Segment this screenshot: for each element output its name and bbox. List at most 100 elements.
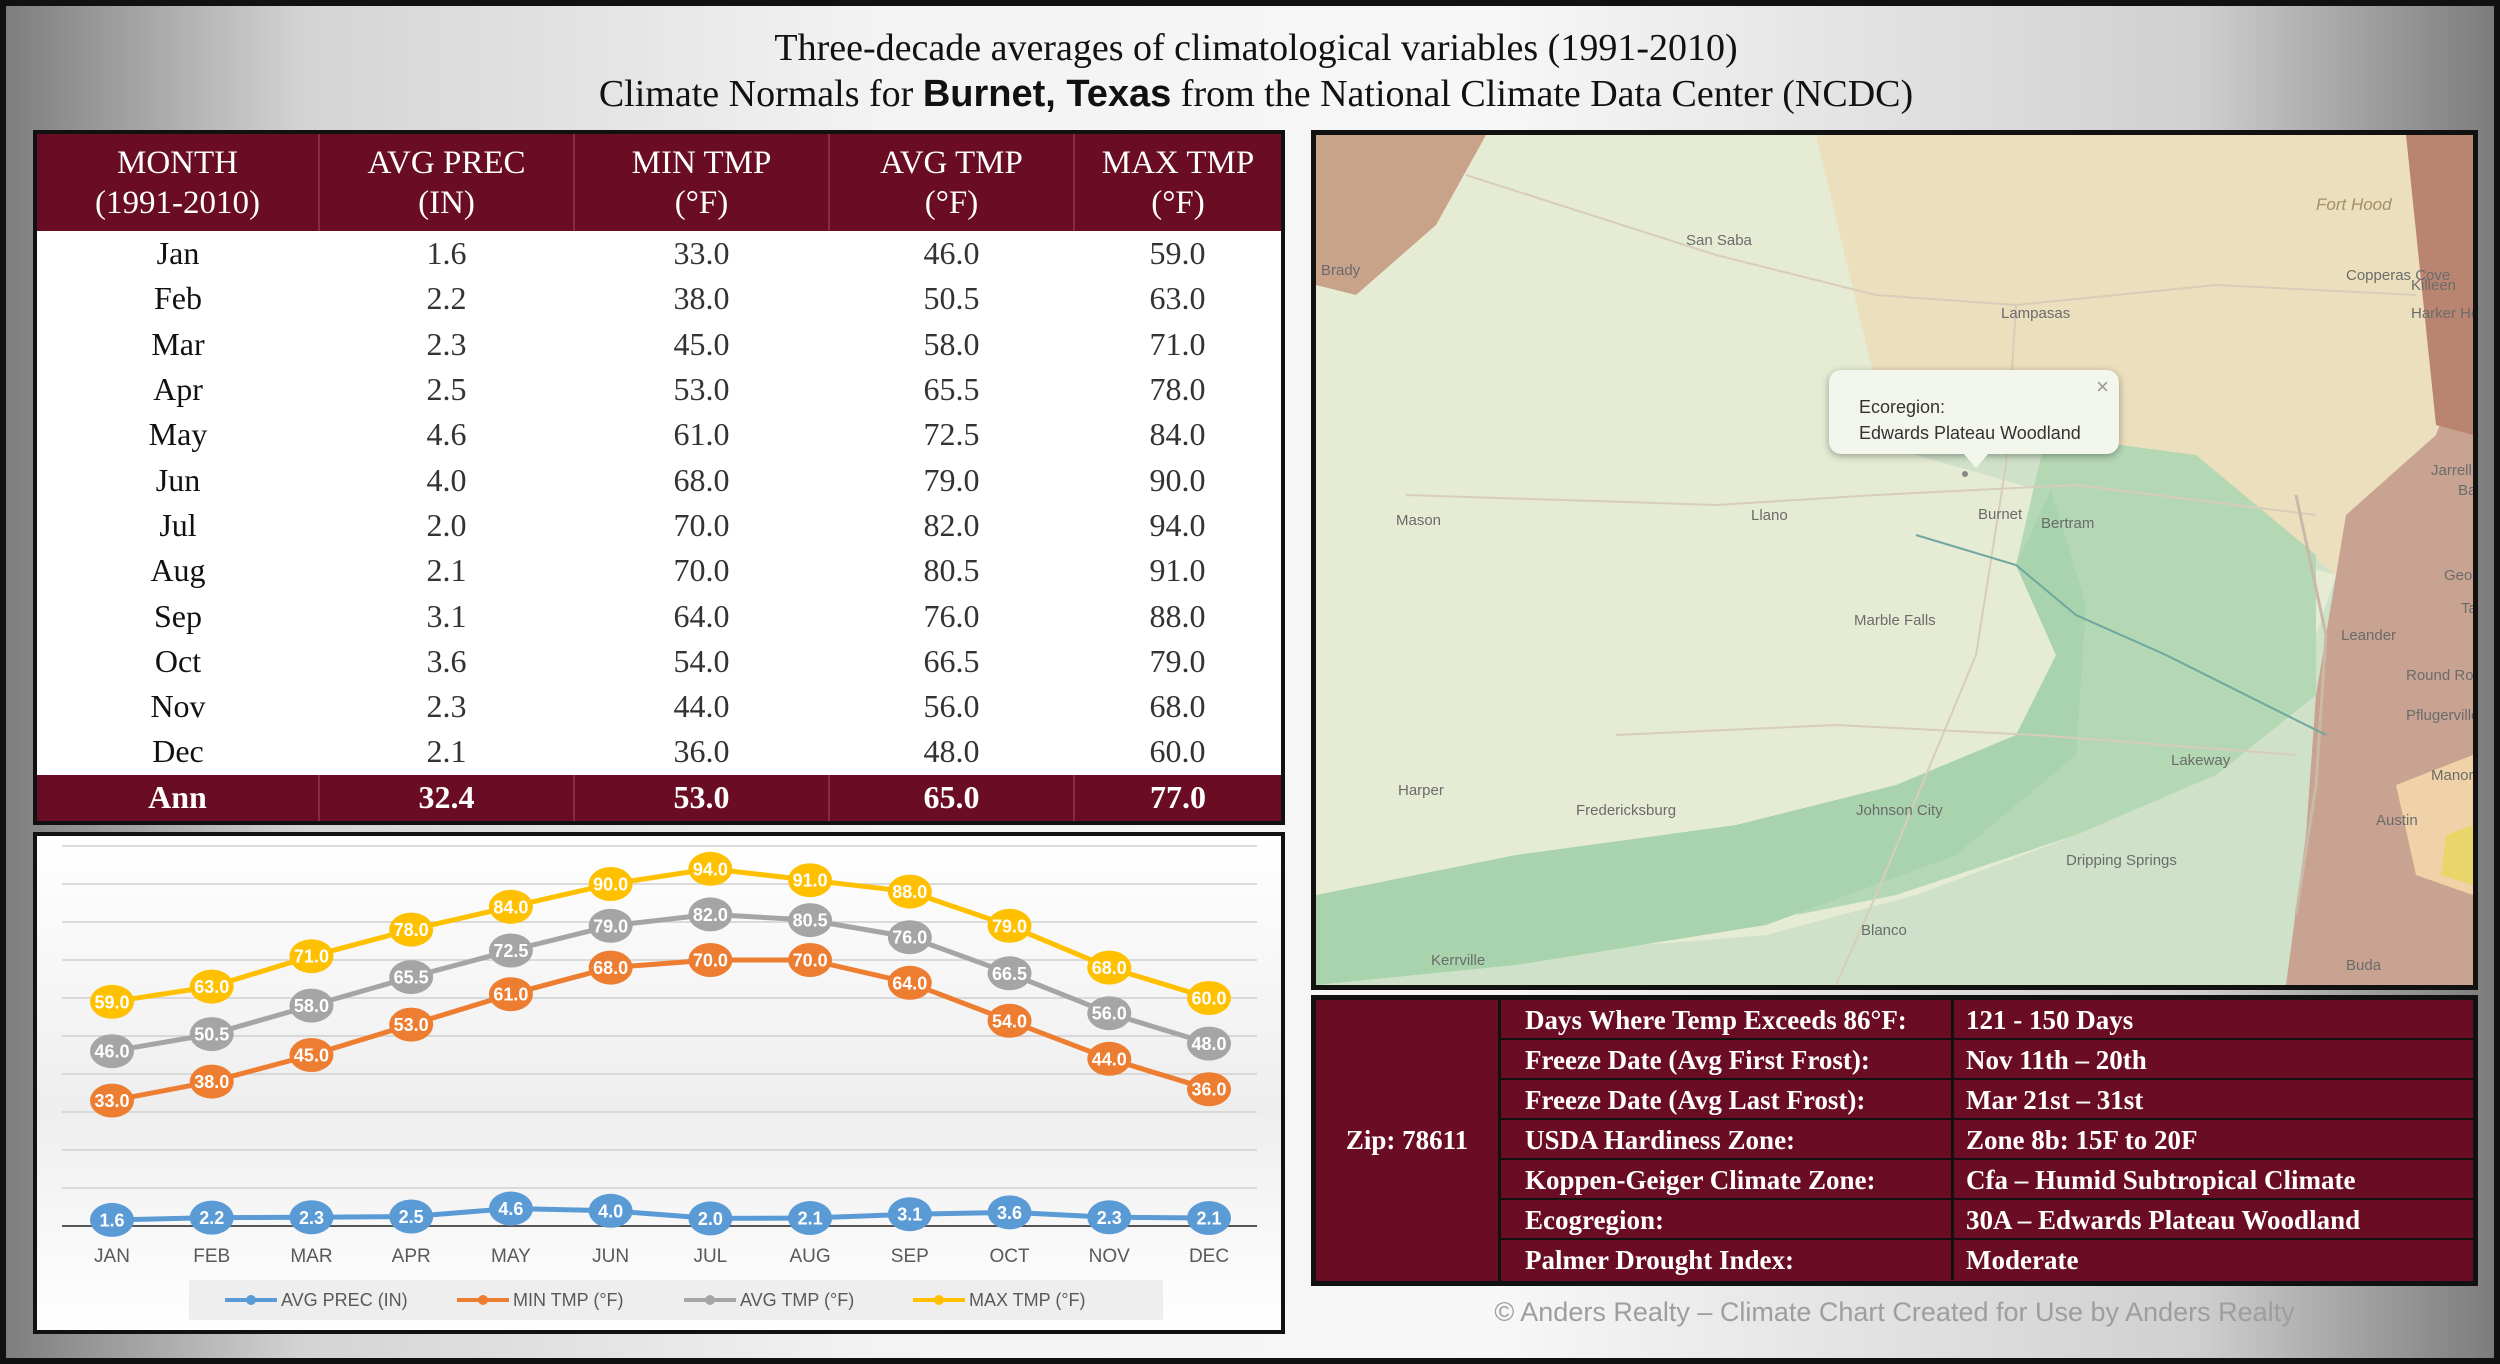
- data-label: 70.0: [693, 951, 728, 971]
- popup-text: Ecoregion: Edwards Plateau Woodland: [1859, 397, 2081, 443]
- ecoregion-map[interactable]: San Saba Fort Hood Brady Copperas Cove Kille…: [1311, 130, 2478, 990]
- data-label: 33.0: [94, 1091, 129, 1111]
- data-point: [887, 920, 932, 955]
- info-divider: [1951, 1240, 1954, 1280]
- info-label: Palmer Drought Index:: [1525, 1245, 1794, 1275]
- x-tick-label: AUG: [789, 1246, 830, 1267]
- data-label: 38.0: [194, 1072, 229, 1092]
- header-avg-tmp: AVG TMP (°F): [828, 134, 1074, 231]
- data-label: 36.0: [1191, 1080, 1226, 1100]
- data-point: [688, 851, 733, 886]
- table-row: May 4.6 61.0 72.5 84.0: [148, 416, 1206, 453]
- data-label: 82.0: [693, 905, 728, 925]
- map-place-label: Lakeway: [2171, 752, 2231, 769]
- info-row: USDA Hardiness Zone: Zone 8b: 15F to 20F: [1501, 1120, 2473, 1160]
- data-point: [289, 1200, 334, 1235]
- map-place-label: Bartlett: [2458, 482, 2473, 499]
- legend-label: AVG TMP (°F): [740, 1290, 854, 1310]
- legend-background: [189, 1280, 1163, 1320]
- data-point: [488, 889, 533, 924]
- data-label: 4.6: [498, 1199, 523, 1219]
- data-point: [688, 1201, 733, 1236]
- data-label: 2.2: [199, 1208, 224, 1228]
- map-place-label: San Saba: [1686, 232, 1753, 249]
- data-label: 79.0: [992, 916, 1027, 936]
- info-divider: [1951, 1200, 1954, 1240]
- info-value: Nov 11th – 20th: [1966, 1045, 2147, 1075]
- data-label: 4.0: [598, 1201, 623, 1221]
- data-label: 76.0: [892, 928, 927, 948]
- map-place-label: Kerrville: [1431, 952, 1485, 969]
- data-point: [987, 908, 1032, 943]
- data-point: [1187, 1026, 1231, 1061]
- info-value: Moderate: [1966, 1245, 2079, 1275]
- data-label: 61.0: [493, 985, 528, 1005]
- info-value: Mar 21st – 31st: [1966, 1085, 2144, 1115]
- info-label: Freeze Date (Avg First Frost):: [1525, 1045, 1870, 1075]
- data-label: 72.5: [493, 941, 528, 961]
- data-label: 80.5: [793, 911, 828, 931]
- data-label: 2.1: [798, 1209, 823, 1229]
- table-row: Nov 2.3 44.0 56.0 68.0: [150, 688, 1206, 725]
- map-region-northeast: [2406, 135, 2473, 435]
- map-place-label: Georgetown: [2444, 567, 2473, 584]
- info-label: Ecogregion:: [1525, 1205, 1664, 1235]
- legend-label: MIN TMP (°F): [513, 1290, 624, 1310]
- ecoregion-popup: Ecoregion: Edwards Plateau Woodland ×: [1829, 370, 2119, 468]
- data-label: 88.0: [892, 882, 927, 902]
- legend-marker: [934, 1295, 944, 1305]
- info-value: 30A – Edwards Plateau Woodland: [1966, 1205, 2361, 1235]
- header-avg-prec: AVG PREC (IN): [318, 134, 574, 231]
- map-place-label: Round Rock: [2406, 667, 2473, 684]
- x-tick-label: MAR: [290, 1246, 332, 1267]
- table-row: Jun 4.0 68.0 79.0 90.0: [155, 461, 1206, 498]
- info-label: Freeze Date (Avg Last Frost):: [1525, 1085, 1866, 1115]
- info-row: Ecogregion: 30A – Edwards Plateau Woodlan…: [1501, 1200, 2473, 1240]
- map-place-label: Bertram: [2041, 515, 2094, 532]
- info-divider: [1951, 1000, 1954, 1040]
- data-label: 71.0: [294, 947, 329, 967]
- info-row: Palmer Drought Index: Moderate: [1501, 1240, 2473, 1280]
- map-svg: San Saba Fort Hood Brady Copperas CoveKille…: [1316, 135, 2473, 985]
- data-point: [1187, 981, 1231, 1015]
- data-label: 78.0: [394, 920, 429, 940]
- climate-line-chart: JAN FEB MAR APR MAY JUN JUL AUG SEP OCT NOV DEC 59.0…: [33, 832, 1285, 1334]
- x-tick-label: NOV: [1089, 1246, 1131, 1267]
- data-point: [987, 956, 1032, 991]
- map-place-label: Buda: [2346, 957, 2382, 974]
- map-road: [1465, 174, 2417, 307]
- table-row: Sep 3.1 64.0 76.0 88.0: [154, 597, 1206, 634]
- data-point: [389, 1199, 434, 1234]
- data-label: 91.0: [793, 871, 828, 891]
- data-point: [588, 950, 633, 985]
- data-label: 94.0: [693, 859, 728, 879]
- map-place-label: Burnet: [1978, 506, 2023, 523]
- map-place-label: Jarrell: [2431, 462, 2472, 479]
- popup-close-icon[interactable]: ×: [2096, 374, 2109, 399]
- climate-normals-table: MONTH (1991-2010) AVG PREC (IN) MIN TMP (°F…: [33, 130, 1285, 825]
- data-label: 46.0: [94, 1042, 129, 1062]
- info-row: Freeze Date (Avg First Frost): Nov 11th –…: [1501, 1040, 2473, 1080]
- info-divider: [1951, 1160, 1954, 1200]
- data-label: 2.5: [399, 1207, 424, 1227]
- chart-svg: JAN FEB MAR APR MAY JUN JUL AUG SEP OCT NOV DEC 59.0…: [37, 836, 1281, 1330]
- data-point: [788, 943, 833, 977]
- x-tick-label: JAN: [94, 1246, 130, 1267]
- x-tick-label: FEB: [193, 1246, 230, 1267]
- map-region-cross-timbers: [1816, 135, 2473, 575]
- data-point: [887, 874, 932, 909]
- zip-code: Zip: 78611: [1316, 1000, 1501, 1281]
- title-line-1: Three-decade averages of climatological …: [774, 27, 1738, 69]
- table-annual-row: Ann 32.4 53.0 65.0 77.0: [37, 774, 1281, 821]
- data-label: 68.0: [593, 958, 628, 978]
- info-value: Zone 8b: 15F to 20F: [1966, 1125, 2198, 1155]
- data-label: 66.5: [992, 964, 1027, 984]
- climate-info-panel: Zip: 78611 Days Where Temp Exceeds 86°F:…: [1311, 995, 2478, 1286]
- map-place-label: Taylor: [2461, 600, 2473, 617]
- info-label: USDA Hardiness Zone:: [1525, 1125, 1796, 1155]
- info-label: Days Where Temp Exceeds 86°F:: [1525, 1005, 1907, 1035]
- map-region-edwards: [1316, 435, 2473, 985]
- data-point: [1087, 1041, 1132, 1076]
- map-region-northwest: [1316, 135, 1486, 295]
